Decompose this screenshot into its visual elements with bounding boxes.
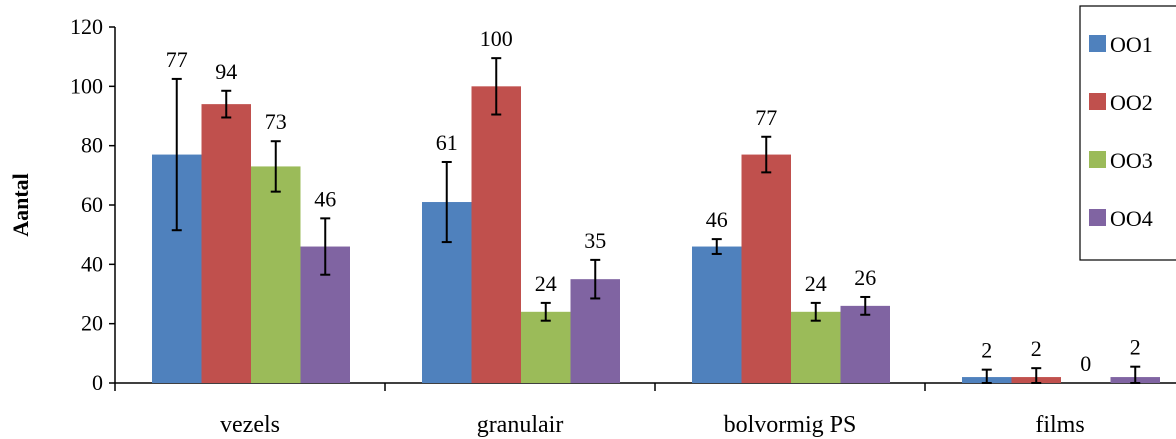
y-tick-label: 80 [81,133,103,158]
bar-oo3 [791,311,841,383]
data-label: 24 [805,271,827,296]
bar-oo3 [251,166,301,383]
legend: OO1 OO2 OO3 OO4 [1079,5,1176,261]
data-label: 61 [436,130,458,155]
y-tick-label: 0 [92,370,103,395]
data-label: 2 [1031,336,1042,361]
data-label: 46 [706,207,728,232]
legend-label: OO2 [1110,90,1153,115]
legend-swatch-oo3 [1089,151,1106,168]
data-label: 26 [854,265,876,290]
data-label: 100 [480,26,513,51]
legend-swatch-oo4 [1089,209,1106,226]
bar-oo1 [692,246,742,383]
y-tick-label: 60 [81,192,103,217]
data-label: 24 [535,271,557,296]
x-category-label: films [1035,412,1084,438]
data-label: 0 [1080,351,1091,376]
bar-oo2 [741,154,791,383]
bar-oo3 [521,311,571,383]
legend-label: OO4 [1110,206,1153,231]
legend-swatch-oo1 [1089,35,1106,52]
data-label: 2 [981,338,992,363]
bar-oo4 [840,305,890,383]
data-label: 94 [215,59,237,84]
x-category-label: vezels [220,412,280,438]
legend-swatch-oo2 [1089,93,1106,110]
legend-label: OO3 [1110,148,1153,173]
data-label: 46 [314,186,336,211]
y-tick-label: 100 [70,73,103,98]
bar-oo2 [201,104,251,383]
data-label: 77 [166,47,188,72]
y-axis-label: Aantal [8,173,33,237]
x-category-label: bolvormig PS [724,412,857,438]
data-label: 73 [265,109,287,134]
y-tick-label: 20 [81,311,103,336]
bar-oo2 [471,86,521,383]
data-label: 77 [755,105,777,130]
legend-label: OO1 [1110,32,1153,57]
y-tick-label: 40 [81,251,103,276]
data-label: 35 [584,228,606,253]
x-category-label: granulair [477,412,564,438]
y-tick-label: 120 [70,14,103,39]
data-label: 2 [1130,335,1141,360]
